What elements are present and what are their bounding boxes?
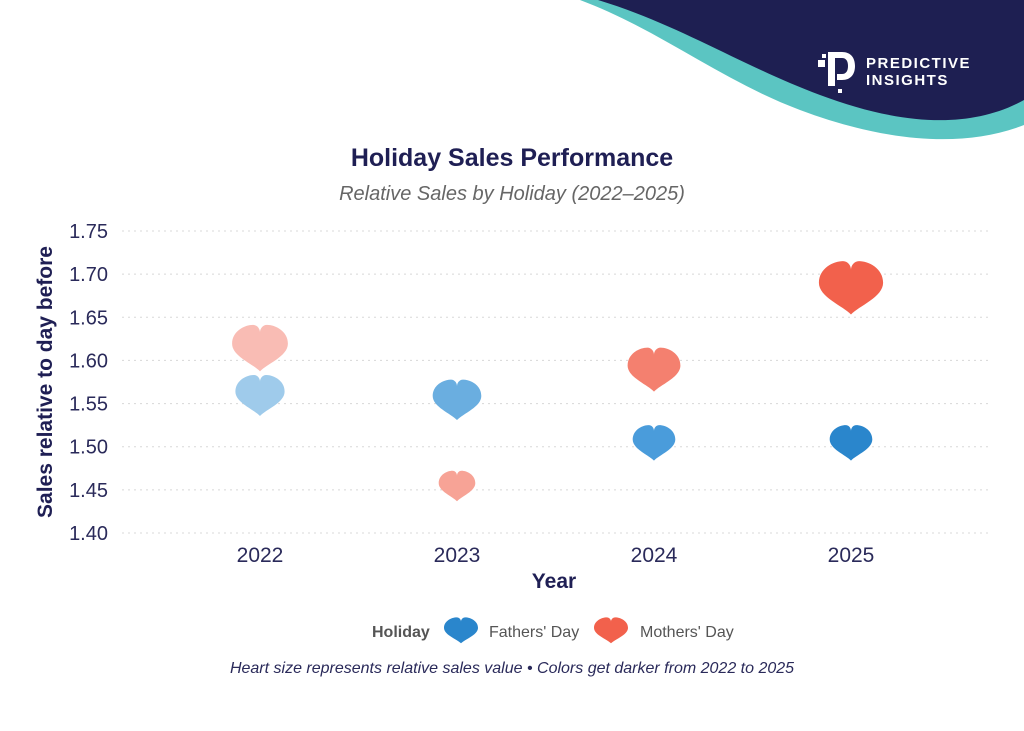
x-tick-label-2023: 2023 bbox=[434, 544, 481, 567]
brand-name-line1: PREDICTIVE bbox=[866, 55, 971, 72]
heart-mothers-day-2024 bbox=[627, 347, 681, 392]
chart-subtitle: Relative Sales by Holiday (2022–2025) bbox=[339, 183, 685, 205]
chart-title: Holiday Sales Performance bbox=[351, 144, 673, 172]
x-tick-label-2024: 2024 bbox=[631, 544, 678, 567]
grid-lines bbox=[122, 230, 990, 534]
x-axis-ticks: 2022 2023 2024 2025 bbox=[237, 544, 875, 567]
y-tick-label-1.75: 1.75 bbox=[69, 221, 108, 243]
y-tick-label-1.60: 1.60 bbox=[69, 350, 108, 372]
y-tick-label-1.50: 1.50 bbox=[69, 437, 108, 459]
y-tick-label-1.55: 1.55 bbox=[69, 394, 108, 416]
heart-mothers-day-2022 bbox=[232, 324, 288, 372]
x-tick-label-2022: 2022 bbox=[237, 544, 284, 567]
brand-name-line2: INSIGHTS bbox=[866, 72, 949, 89]
legend: Holiday Fathers' Day Mothers' Day bbox=[372, 617, 734, 644]
footnote: Heart size represents relative sales val… bbox=[230, 660, 794, 677]
heart-mothers-day-2025 bbox=[818, 261, 884, 315]
data-marks bbox=[232, 261, 884, 502]
y-tick-label-1.45: 1.45 bbox=[69, 480, 108, 502]
y-axis-label: Sales relative to day before bbox=[34, 246, 57, 518]
legend-label-fathers-day: Fathers' Day bbox=[489, 624, 579, 641]
legend-heart-fathers-day bbox=[444, 617, 478, 644]
heart-mothers-day-2023 bbox=[438, 470, 476, 502]
x-tick-label-2025: 2025 bbox=[828, 544, 875, 567]
legend-title: Holiday bbox=[372, 624, 430, 641]
legend-heart-mothers-day bbox=[594, 617, 628, 644]
heart-fathers-day-2025 bbox=[829, 425, 873, 461]
y-tick-label-1.65: 1.65 bbox=[69, 307, 108, 329]
x-axis-label: Year bbox=[532, 570, 576, 593]
y-axis-ticks: 1.40 1.45 1.50 1.55 1.60 1.65 1.70 1.75 bbox=[69, 221, 108, 545]
heart-fathers-day-2022 bbox=[235, 375, 285, 416]
heart-fathers-day-2024 bbox=[632, 425, 676, 461]
brand-header: PREDICTIVE INSIGHTS bbox=[580, 0, 1024, 140]
legend-heart-shape bbox=[594, 617, 628, 644]
brand-navy-wave bbox=[598, 0, 1024, 121]
legend-heart-shape bbox=[444, 617, 478, 644]
y-tick-label-1.40: 1.40 bbox=[69, 523, 108, 545]
heart-fathers-day-2023 bbox=[432, 379, 482, 421]
brand-logo-icon bbox=[818, 52, 855, 93]
legend-label-mothers-day: Mothers' Day bbox=[640, 624, 734, 641]
y-tick-label-1.70: 1.70 bbox=[69, 264, 108, 286]
